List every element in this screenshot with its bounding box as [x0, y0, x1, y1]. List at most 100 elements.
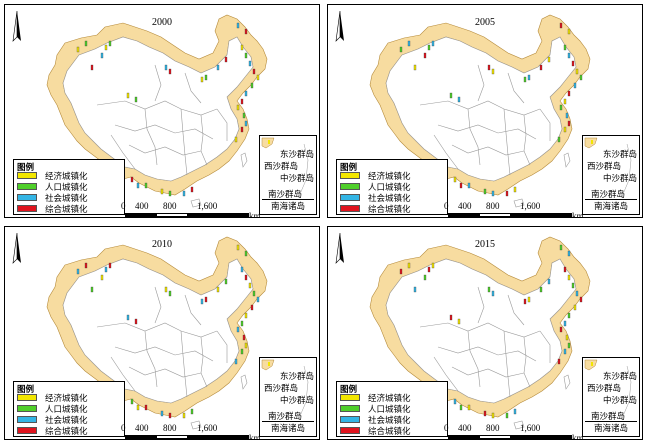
urbanization-marker [244, 312, 248, 319]
urbanization-marker [567, 28, 571, 35]
scale-segment [449, 436, 480, 438]
inset-island-label: 西沙群岛 [587, 384, 622, 394]
south-china-sea-inset: 东沙群岛 西沙群岛 中沙群岛 南沙群岛 南海诸岛 [259, 357, 317, 437]
urbanization-marker [182, 190, 186, 197]
china-map [46, 14, 268, 208]
urbanization-marker [168, 290, 172, 297]
urbanization-marker [453, 176, 457, 183]
urbanization-marker [256, 296, 260, 303]
province-boundary [200, 336, 208, 388]
inset-island-label: 西沙群岛 [587, 162, 622, 172]
urbanization-marker [491, 412, 495, 419]
inset-island-label: 东沙群岛 [280, 372, 315, 382]
urbanization-marker [136, 404, 140, 411]
urbanization-marker [164, 286, 168, 293]
urbanization-marker [90, 286, 94, 293]
urbanization-marker [431, 40, 435, 47]
province-boundary [467, 108, 481, 166]
urbanization-marker [567, 120, 571, 127]
china-map [369, 236, 591, 430]
interior-region [62, 258, 254, 404]
province-boundary [200, 114, 208, 166]
urbanization-marker [457, 318, 461, 325]
scale-tick-400: 400 [135, 201, 149, 211]
urbanization-marker [513, 186, 517, 193]
urbanization-marker [449, 92, 453, 99]
scale-segment [479, 436, 510, 438]
inset-map [584, 137, 632, 195]
province-boundary [216, 108, 228, 141]
south-china-sea-inset: 东沙群岛 西沙群岛 中沙群岛 南沙群岛 南海诸岛 [582, 357, 640, 437]
urbanization-marker [413, 64, 417, 71]
province-boundary [539, 330, 551, 363]
province-boundary [114, 124, 214, 140]
urbanization-marker [567, 342, 571, 349]
urbanization-marker [571, 60, 575, 67]
urbanization-marker [431, 262, 435, 269]
urbanization-marker [90, 64, 94, 71]
legend-title: 图例 [17, 385, 35, 395]
inset-caption: 南海诸岛 [585, 421, 637, 436]
inset-island-label: 中沙群岛 [603, 174, 638, 184]
urbanization-marker [563, 320, 567, 327]
inset-island-label: 东沙群岛 [603, 372, 638, 382]
inset-island-label: 中沙群岛 [603, 396, 638, 406]
scale-tick-0: 0 [121, 423, 126, 433]
urbanization-marker [407, 262, 411, 269]
province-boundary [523, 336, 531, 388]
legend: 图例 经济城镇化 人口城镇化 社会城镇化 综合城镇化 [336, 381, 448, 437]
urbanization-marker [565, 334, 569, 341]
scale-tick-0: 0 [121, 201, 126, 211]
scale-segment [156, 214, 187, 216]
urbanization-marker [505, 412, 509, 419]
urbanization-marker [144, 404, 148, 411]
urbanization-marker [144, 182, 148, 189]
urbanization-marker [244, 274, 248, 281]
province-boundary [477, 64, 485, 102]
urbanization-marker [491, 68, 495, 75]
inset-caption: 南海诸岛 [262, 199, 314, 214]
urbanization-marker [136, 182, 140, 189]
scale-bar: 0 400 800 1,600 km [444, 423, 604, 439]
urbanization-marker [240, 348, 244, 355]
legend-label: 综合城镇化 [45, 427, 88, 437]
urbanization-marker [575, 68, 579, 75]
urbanization-marker [423, 274, 427, 281]
province-boundary [110, 134, 136, 170]
urbanization-marker [250, 304, 254, 311]
urbanization-marker [557, 136, 561, 143]
urbanization-marker [513, 408, 517, 415]
scale-tick-1600: 1,600 [197, 201, 218, 211]
province-boundary [503, 108, 511, 176]
urbanization-marker [200, 76, 204, 83]
urbanization-marker [204, 296, 208, 303]
urbanization-marker [244, 28, 248, 35]
scale-tick-0: 0 [444, 423, 449, 433]
taiwan-island [240, 152, 248, 168]
inset-island-label: 中沙群岛 [280, 174, 315, 184]
scale-bar: 0 400 800 1,600 km [121, 201, 281, 217]
scale-bar-graphic [125, 213, 249, 217]
province-boundary [216, 330, 228, 363]
urbanization-marker [164, 64, 168, 71]
urbanization-marker [483, 410, 487, 417]
urbanization-marker [487, 64, 491, 71]
map-panel-2010: 2010 图例 经济城镇化 人口城镇化 [4, 226, 320, 440]
hainan-island [513, 198, 525, 208]
legend-label: 经济城镇化 [368, 172, 411, 182]
legend-swatch [340, 405, 360, 412]
north-arrow-icon [335, 233, 344, 264]
province-boundary [507, 294, 525, 326]
legend-swatch [17, 394, 37, 401]
province-boundary [144, 108, 158, 166]
urbanization-marker [491, 190, 495, 197]
province-boundary [451, 366, 525, 378]
scale-bar-graphic [125, 435, 249, 439]
scale-tick-800: 800 [163, 423, 177, 433]
legend-swatch [17, 183, 37, 190]
urbanization-marker [547, 278, 551, 285]
taiwan-island [563, 152, 571, 168]
urbanization-marker [84, 262, 88, 269]
inset-island-label: 中沙群岛 [280, 396, 315, 406]
urbanization-marker [104, 44, 108, 51]
